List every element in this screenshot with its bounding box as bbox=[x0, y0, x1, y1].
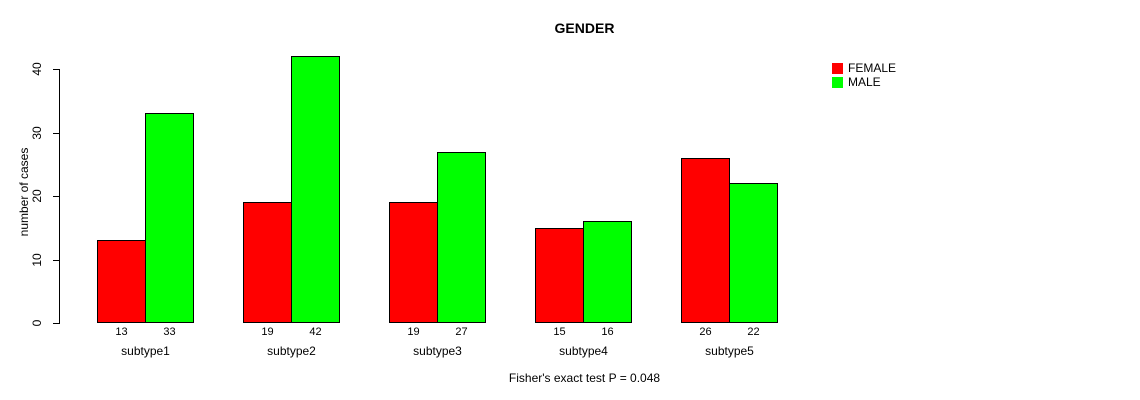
bar-male-subtype2 bbox=[291, 56, 340, 323]
bar-value-label: 33 bbox=[163, 326, 176, 338]
category-label-subtype5: subtype5 bbox=[705, 344, 754, 358]
footnote-text: Fisher's exact test P = 0.048 bbox=[508, 371, 661, 385]
legend-item-female: FEMALE bbox=[832, 61, 897, 75]
y-tick bbox=[53, 196, 60, 197]
bar-value-label: 22 bbox=[747, 326, 760, 338]
y-tick-label: 10 bbox=[30, 253, 44, 267]
y-tick bbox=[53, 260, 60, 261]
bar-female-subtype4 bbox=[535, 228, 584, 323]
bar-value-label: 27 bbox=[455, 326, 468, 338]
bar-female-subtype5 bbox=[681, 158, 730, 323]
chart-title: GENDER bbox=[554, 20, 615, 36]
bar-value-label: 19 bbox=[261, 326, 274, 338]
bar-female-subtype1 bbox=[97, 240, 146, 323]
y-tick-label: 0 bbox=[30, 319, 44, 327]
category-label-subtype2: subtype2 bbox=[267, 344, 316, 358]
bar-male-subtype3 bbox=[437, 152, 486, 323]
bar-female-subtype2 bbox=[243, 202, 292, 323]
category-label-subtype4: subtype4 bbox=[559, 344, 608, 358]
bar-male-subtype4 bbox=[583, 221, 632, 323]
bar-value-label: 26 bbox=[699, 326, 712, 338]
y-tick-label: 20 bbox=[30, 189, 44, 203]
bar-female-subtype3 bbox=[389, 202, 438, 323]
male-swatch-icon bbox=[832, 77, 843, 88]
bar-male-subtype1 bbox=[145, 113, 194, 323]
y-tick bbox=[53, 133, 60, 134]
legend-label-male: MALE bbox=[848, 75, 881, 89]
female-swatch-icon bbox=[832, 63, 843, 74]
bar-value-label: 42 bbox=[309, 326, 322, 338]
bar-male-subtype5 bbox=[729, 183, 778, 323]
y-axis-label: number of cases bbox=[17, 147, 31, 237]
category-label-subtype3: subtype3 bbox=[413, 344, 462, 358]
y-tick-label: 30 bbox=[30, 126, 44, 140]
category-label-subtype1: subtype1 bbox=[121, 344, 170, 358]
bar-value-label: 13 bbox=[115, 326, 128, 338]
bar-value-label: 15 bbox=[553, 326, 566, 338]
legend: FEMALE MALE bbox=[832, 61, 897, 89]
legend-label-female: FEMALE bbox=[848, 61, 897, 75]
y-tick bbox=[53, 69, 60, 70]
legend-item-male: MALE bbox=[832, 75, 896, 89]
y-tick bbox=[53, 323, 60, 324]
bar-value-label: 19 bbox=[407, 326, 420, 338]
y-tick-label: 40 bbox=[30, 62, 44, 76]
bar-value-label: 16 bbox=[601, 326, 614, 338]
